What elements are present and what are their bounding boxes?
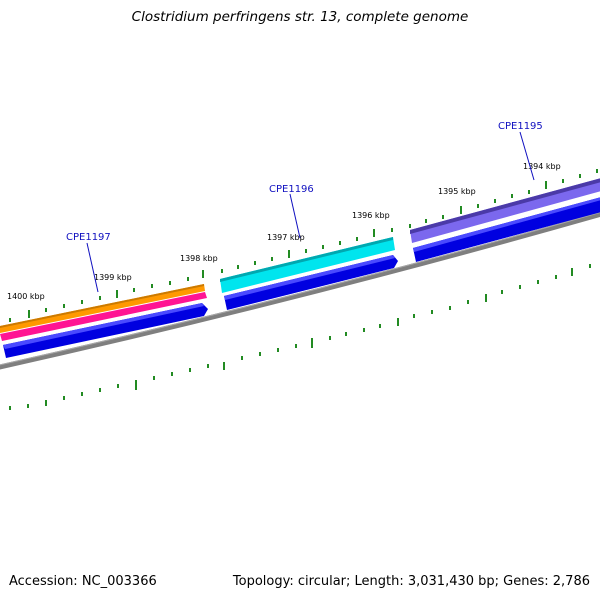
cds-arrow-cpe1197[interactable] [3, 303, 208, 358]
kbp-label: 1400 kbp [7, 292, 45, 301]
upper-tick-row [9, 169, 598, 322]
kbp-label: 1394 kbp [523, 162, 561, 171]
kbp-label: 1396 kbp [352, 211, 390, 220]
genome-info-text: Topology: circular; Length: 3,031,430 bp… [232, 574, 590, 589]
gene-label-cpe1196[interactable]: CPE1196 [269, 184, 314, 195]
lower-tick-row [9, 264, 591, 410]
gene-leader-line [519, 131, 535, 181]
gene-leader-line [86, 242, 99, 293]
gene-leader-line [289, 193, 301, 239]
cds-arrow-cpe1195[interactable] [413, 196, 600, 262]
gene-labels: CPE1197 CPE1196 CPE1195 [66, 121, 543, 293]
kbp-label: 1397 kbp [267, 233, 305, 242]
kbp-label: 1399 kbp [94, 273, 132, 282]
gene-label-cpe1197[interactable]: CPE1197 [66, 232, 111, 243]
kbp-label: 1395 kbp [438, 187, 476, 196]
backbone [0, 211, 600, 370]
cds-track [3, 196, 600, 358]
cds-arrow-cpe1196[interactable] [224, 255, 398, 310]
gene-label-cpe1195[interactable]: CPE1195 [498, 121, 543, 132]
kbp-label: 1398 kbp [180, 254, 218, 263]
map-title: Clostridium perfringens str. 13, complet… [131, 9, 469, 25]
feature-tracks [0, 178, 600, 341]
accession-text: Accession: NC_003366 [9, 574, 157, 589]
feature-cpe1197-pink[interactable] [0, 292, 207, 341]
feature-cpe1196-cyan[interactable] [220, 237, 395, 293]
kbp-labels: 1400 kbp 1399 kbp 1398 kbp 1397 kbp 1396… [7, 162, 561, 301]
